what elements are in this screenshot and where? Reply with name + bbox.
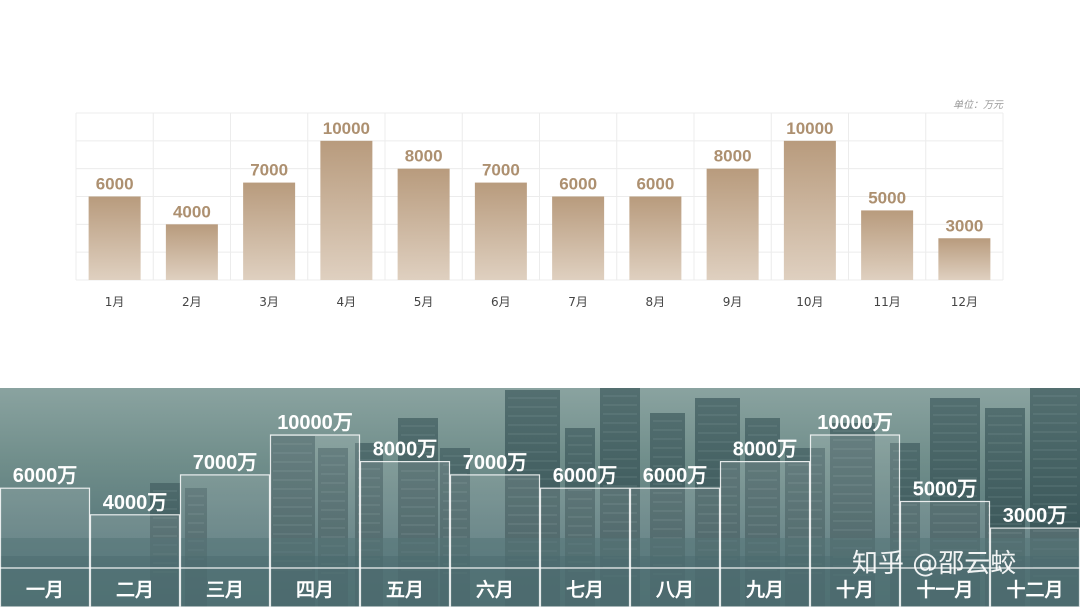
bar [0, 487, 91, 607]
data-label: 8000万 [373, 439, 438, 461]
data-label: 6000万 [13, 465, 78, 487]
data-label: 3000 [945, 216, 983, 235]
bar [269, 434, 361, 607]
bar [179, 474, 271, 607]
x-tick-label: 三月 [206, 579, 244, 601]
data-label: 8000万 [733, 439, 798, 461]
x-tick-label: 九月 [745, 579, 784, 601]
bar [706, 168, 759, 280]
bar [449, 474, 541, 607]
data-label: 6000万 [553, 465, 618, 487]
x-tick-label: 二月 [116, 579, 154, 601]
bar [629, 196, 682, 280]
x-tick-label: 4月 [337, 295, 357, 309]
bar [88, 196, 141, 280]
watermark: 知乎 @邵云蛟 [852, 549, 1017, 579]
bar [397, 168, 450, 280]
data-label: 6000 [559, 175, 597, 194]
bottom-chart-panel: 6000万 4000万 7000万 10000万 8000万 7000万 6000万 6000… [0, 388, 1080, 607]
x-tick-label: 10月 [796, 295, 823, 309]
unit-label: 单位：万元 [953, 100, 1003, 111]
x-tick-label: 六月 [476, 578, 514, 601]
data-label: 10000万 [817, 412, 893, 434]
x-tick-label: 八月 [656, 579, 694, 601]
data-label: 5000万 [913, 479, 978, 501]
bar [359, 460, 451, 607]
x-tick-label: 12月 [951, 295, 978, 309]
data-label: 10000 [786, 119, 833, 138]
bar [783, 140, 836, 280]
bar [539, 487, 631, 607]
x-tick-label: 5月 [414, 295, 434, 309]
x-tick-label: 7月 [568, 295, 588, 309]
data-label: 3000万 [1003, 505, 1068, 527]
data-label: 8000 [405, 147, 443, 166]
x-tick-label: 十月 [836, 578, 874, 601]
data-label: 6000 [96, 175, 134, 194]
bar [809, 434, 901, 607]
x-tick-label: 2月 [182, 295, 202, 309]
x-tick-label: 四月 [296, 579, 334, 601]
data-label: 10000 [323, 119, 370, 138]
x-tick-label: 七月 [566, 579, 604, 601]
data-label: 5000 [868, 188, 906, 207]
bar [938, 238, 991, 280]
bar [320, 140, 373, 280]
x-tick-label: 8月 [646, 295, 666, 309]
x-tick-label: 6月 [491, 295, 511, 309]
x-tick-label: 一月 [26, 579, 64, 601]
x-tick-label: 11月 [873, 295, 900, 309]
data-label: 10000万 [277, 412, 353, 434]
x-tick-label: 1月 [105, 295, 125, 309]
bar [165, 224, 218, 280]
bar [629, 487, 721, 607]
top-bar-chart: 6000 1月 4000 2月 7000 3月 10000 4月 8000 5月 7000 6月 600… [75, 112, 1004, 309]
x-tick-label: 十一月 [916, 578, 973, 601]
data-label: 4000 [173, 202, 211, 221]
data-label: 8000 [714, 147, 752, 166]
data-label: 7000万 [463, 452, 528, 474]
bar [474, 182, 527, 280]
x-tick-label: 3月 [259, 295, 279, 309]
data-label: 6000 [636, 175, 674, 194]
bottom-bar-chart: 6000万 4000万 7000万 10000万 8000万 7000万 6000万 6000… [0, 388, 1080, 607]
bar [719, 460, 811, 607]
x-tick-label: 五月 [386, 579, 424, 601]
bar [89, 514, 181, 607]
bar [552, 196, 605, 280]
bar [243, 182, 296, 280]
bar [861, 210, 914, 280]
x-tick-label: 十二月 [1006, 578, 1063, 601]
x-tick-label: 9月 [723, 295, 743, 309]
data-label: 7000 [250, 161, 288, 180]
data-label: 7000万 [193, 452, 258, 474]
data-label: 6000万 [643, 465, 708, 487]
data-label: 4000万 [103, 492, 168, 514]
grid [75, 112, 1004, 281]
data-label: 7000 [482, 161, 520, 180]
bar [899, 500, 991, 607]
